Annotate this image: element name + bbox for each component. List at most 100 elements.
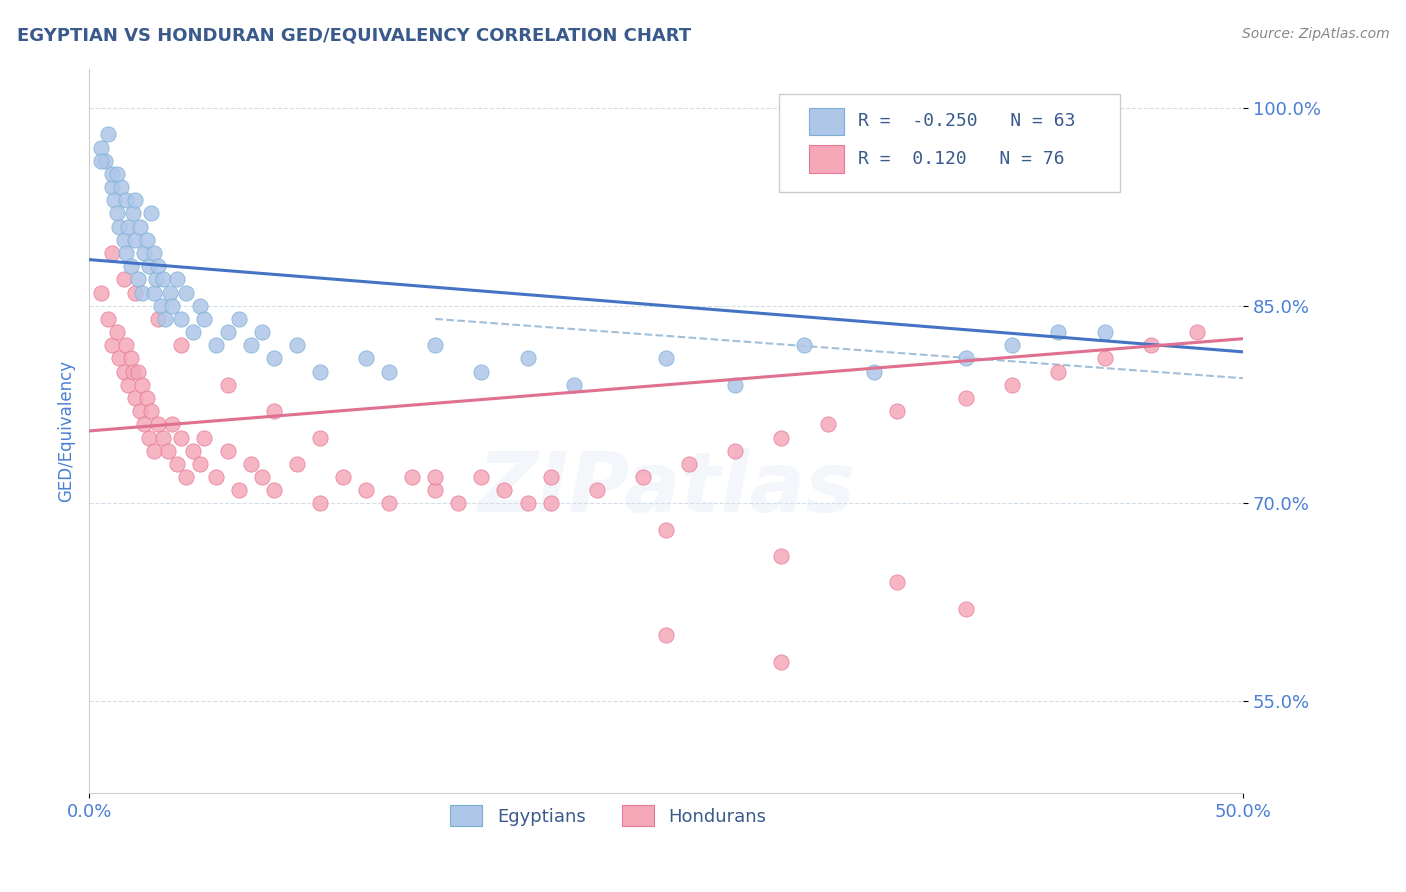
Point	[101, 180, 124, 194]
Point	[285, 338, 308, 352]
Point	[378, 496, 401, 510]
Point	[470, 470, 492, 484]
Point	[155, 312, 177, 326]
Point	[90, 285, 112, 300]
Point	[263, 404, 285, 418]
Point	[181, 325, 204, 339]
Point	[115, 246, 138, 260]
Point	[142, 246, 165, 260]
Point	[585, 483, 607, 498]
Point	[124, 194, 146, 208]
Y-axis label: GED/Equivalency: GED/Equivalency	[58, 359, 75, 502]
Point	[149, 299, 172, 313]
FancyBboxPatch shape	[808, 108, 844, 136]
Point	[160, 299, 183, 313]
Point	[470, 365, 492, 379]
Point	[228, 483, 250, 498]
FancyBboxPatch shape	[779, 94, 1119, 192]
Point	[170, 312, 193, 326]
Point	[425, 338, 447, 352]
Point	[131, 285, 153, 300]
Point	[217, 325, 239, 339]
Point	[354, 483, 377, 498]
Point	[425, 483, 447, 498]
Point	[128, 404, 150, 418]
Text: ZIPatlas: ZIPatlas	[477, 449, 855, 530]
Point	[1094, 351, 1116, 366]
Point	[562, 377, 585, 392]
Point	[516, 351, 538, 366]
Point	[166, 272, 188, 286]
Point	[138, 259, 160, 273]
Point	[770, 655, 793, 669]
Point	[112, 365, 135, 379]
Point	[131, 377, 153, 392]
Point	[156, 443, 179, 458]
Point	[152, 430, 174, 444]
Point	[112, 233, 135, 247]
Point	[105, 206, 128, 220]
Point	[285, 457, 308, 471]
Point	[101, 338, 124, 352]
Point	[1001, 338, 1024, 352]
Point	[1094, 325, 1116, 339]
Point	[378, 365, 401, 379]
Point	[134, 246, 156, 260]
Point	[174, 470, 197, 484]
Point	[141, 404, 163, 418]
Point	[332, 470, 354, 484]
Point	[1047, 365, 1070, 379]
Point	[1047, 325, 1070, 339]
Point	[96, 312, 118, 326]
Point	[90, 153, 112, 168]
Point	[128, 219, 150, 234]
Point	[145, 272, 167, 286]
Point	[188, 299, 211, 313]
Point	[678, 457, 700, 471]
Point	[117, 219, 139, 234]
Point	[655, 351, 678, 366]
Point	[101, 246, 124, 260]
Point	[354, 351, 377, 366]
Point	[631, 470, 654, 484]
Point	[193, 430, 215, 444]
Point	[135, 391, 157, 405]
Point	[724, 377, 747, 392]
Text: R =  0.120   N = 76: R = 0.120 N = 76	[858, 150, 1064, 168]
Point	[108, 351, 131, 366]
Point	[166, 457, 188, 471]
Point	[138, 430, 160, 444]
Point	[148, 259, 170, 273]
Point	[110, 180, 132, 194]
Point	[160, 417, 183, 432]
Point	[817, 417, 839, 432]
Point	[90, 140, 112, 154]
Point	[122, 206, 145, 220]
Point	[120, 259, 142, 273]
Point	[239, 457, 262, 471]
Point	[141, 206, 163, 220]
Point	[308, 496, 330, 510]
Point	[1185, 325, 1208, 339]
Point	[494, 483, 516, 498]
Text: EGYPTIAN VS HONDURAN GED/EQUIVALENCY CORRELATION CHART: EGYPTIAN VS HONDURAN GED/EQUIVALENCY COR…	[17, 27, 690, 45]
Legend: Egyptians, Hondurans: Egyptians, Hondurans	[441, 797, 776, 835]
Point	[540, 470, 562, 484]
Point	[263, 351, 285, 366]
Point	[142, 285, 165, 300]
Point	[115, 338, 138, 352]
Point	[250, 325, 273, 339]
Point	[425, 470, 447, 484]
Point	[181, 443, 204, 458]
Point	[239, 338, 262, 352]
Point	[770, 430, 793, 444]
Text: R =  -0.250   N = 63: R = -0.250 N = 63	[858, 112, 1076, 130]
Point	[655, 523, 678, 537]
Point	[127, 272, 149, 286]
Point	[250, 470, 273, 484]
Point	[228, 312, 250, 326]
Point	[308, 365, 330, 379]
Point	[127, 365, 149, 379]
Point	[142, 443, 165, 458]
Point	[134, 417, 156, 432]
